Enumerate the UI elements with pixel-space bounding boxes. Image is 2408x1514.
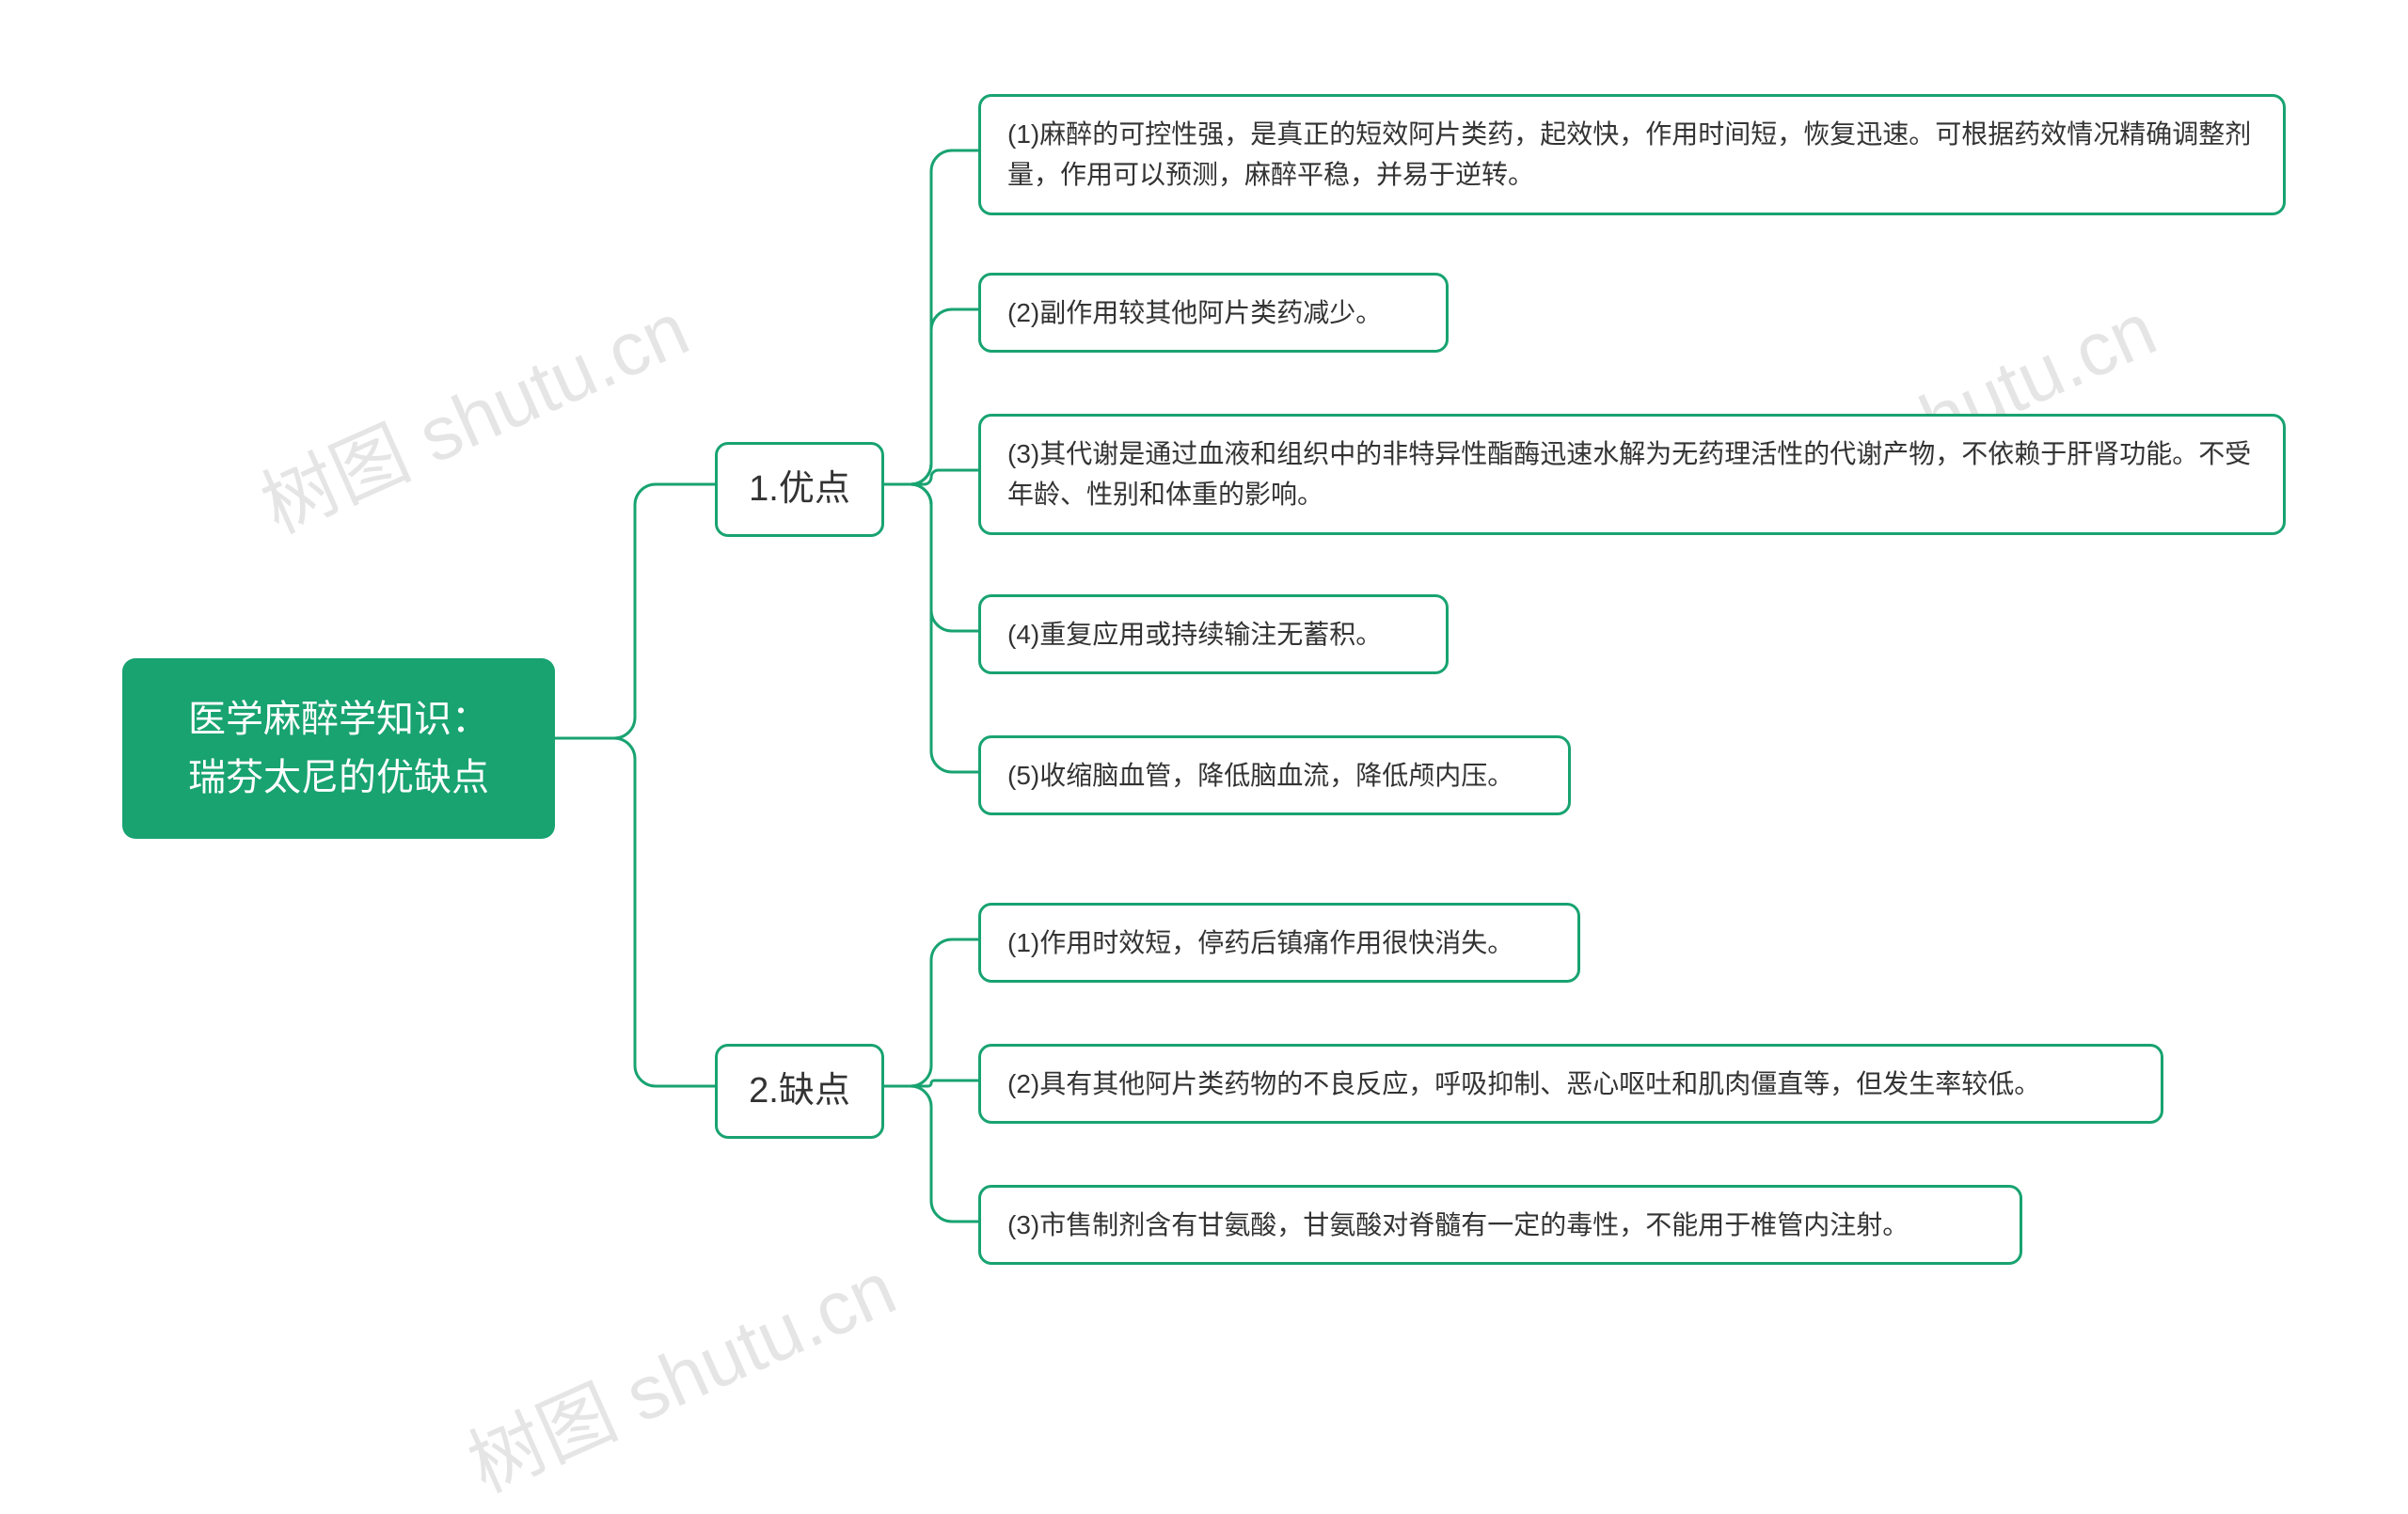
- root-node: 医学麻醉学知识：瑞芬太尼的优缺点: [122, 658, 555, 839]
- leaf-node-disadvantages-2: (3)市售制剂含有甘氨酸，甘氨酸对脊髓有一定的毒性，不能用于椎管内注射。: [978, 1185, 2022, 1265]
- connector: [884, 309, 978, 484]
- connector: [884, 939, 978, 1086]
- leaf-node-disadvantages-0: (1)作用时效短，停药后镇痛作用很快消失。: [978, 903, 1580, 983]
- leaf-node-disadvantages-1: (2)具有其他阿片类药物的不良反应，呼吸抑制、恶心呕吐和肌肉僵直等，但发生率较低…: [978, 1044, 2163, 1124]
- connector: [884, 1086, 978, 1222]
- branch-node-advantages: 1.优点: [715, 442, 884, 537]
- connector: [884, 484, 978, 772]
- leaf-node-advantages-3: (4)重复应用或持续输注无蓄积。: [978, 594, 1449, 674]
- leaf-node-advantages-1: (2)副作用较其他阿片类药减少。: [978, 273, 1449, 353]
- connector: [555, 484, 715, 738]
- leaf-node-advantages-0: (1)麻醉的可控性强，是真正的短效阿片类药，起效快，作用时间短，恢复迅速。可根据…: [978, 94, 2286, 215]
- mindmap-canvas: 医学麻醉学知识：瑞芬太尼的优缺点 1.优点 (1)麻醉的可控性强，是真正的短效阿片类…: [0, 0, 2408, 1428]
- connector: [884, 470, 978, 484]
- leaf-node-advantages-4: (5)收缩脑血管，降低脑血流，降低颅内压。: [978, 735, 1571, 815]
- branch-node-disadvantages: 2.缺点: [715, 1044, 884, 1139]
- leaf-node-advantages-2: (3)其代谢是通过血液和组织中的非特异性酯酶迅速水解为无药理活性的代谢产物，不依…: [978, 414, 2286, 535]
- connector: [555, 738, 715, 1086]
